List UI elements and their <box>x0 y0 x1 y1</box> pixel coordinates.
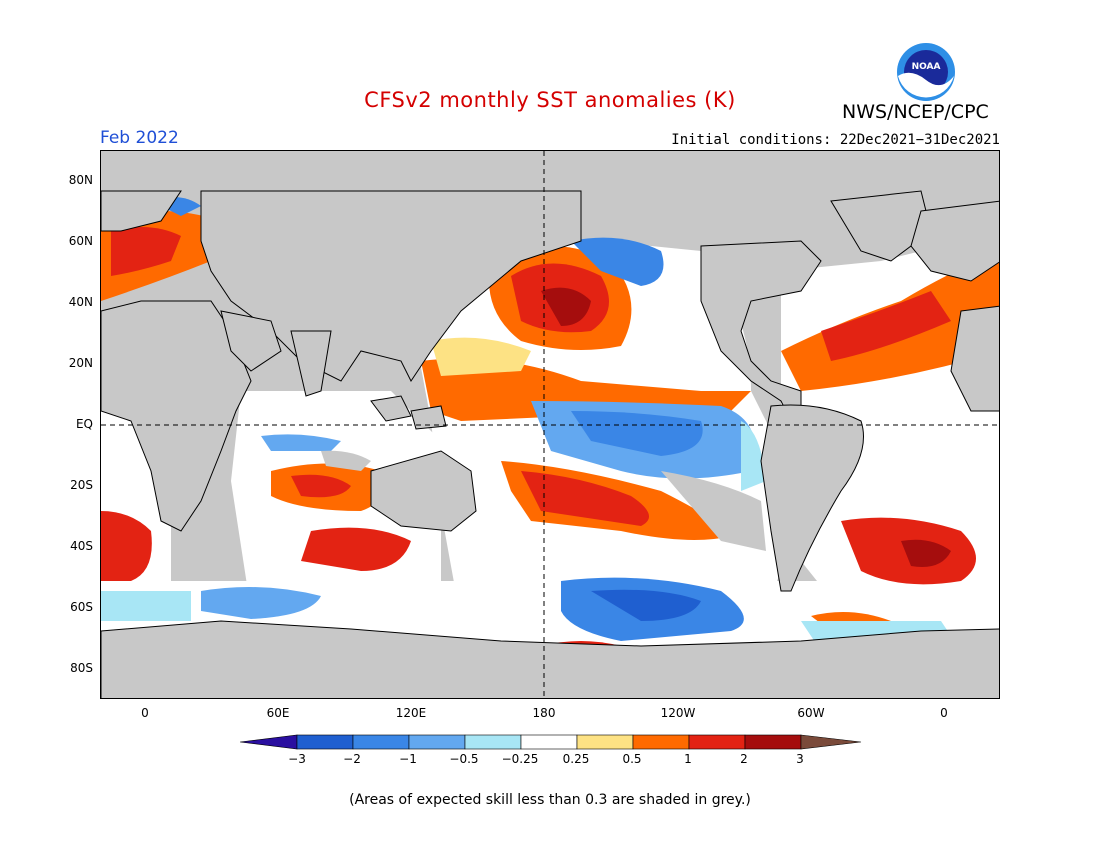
lon-label-120e: 120E <box>395 706 427 720</box>
colorbar-segment <box>520 734 578 750</box>
lat-label-eq: EQ <box>75 417 93 431</box>
colorbar-segment <box>688 734 746 750</box>
lon-label-0: 0 <box>141 706 149 720</box>
colorbar-arrow-high <box>800 734 862 750</box>
lon-label-0-east: 0 <box>940 706 948 720</box>
colorbar-tick: 0.25 <box>562 752 590 766</box>
forecast-month: Feb 2022 <box>100 128 179 148</box>
lat-label-20s: 20S <box>70 478 93 492</box>
colorbar-segment <box>744 734 802 750</box>
colorbar-segment <box>352 734 410 750</box>
colorbar-tick: 1 <box>684 752 692 766</box>
colorbar-tick: 0.5 <box>622 752 642 766</box>
colorbar-segment <box>576 734 634 750</box>
lat-label-60n: 60N <box>68 234 93 248</box>
lat-label-80s: 80S <box>70 661 93 675</box>
lon-label-120w: 120W <box>660 706 696 720</box>
colorbar-segment <box>464 734 522 750</box>
colorbar-tick: 2 <box>740 752 748 766</box>
skill-footnote: (Areas of expected skill less than 0.3 a… <box>349 792 751 808</box>
colorbar-segment <box>296 734 354 750</box>
noaa-logo-text: NOAA <box>912 62 941 72</box>
colorbar-arrow-low <box>240 734 298 750</box>
map-canvas <box>101 151 999 698</box>
lat-label-80n: 80N <box>68 173 93 187</box>
colorbar-tick: −2 <box>343 752 361 766</box>
initial-conditions: Initial conditions: 22Dec2021−31Dec2021 <box>671 132 1000 148</box>
page-title: CFSv2 monthly SST anomalies (K) <box>364 88 736 112</box>
lon-label-60w: 60W <box>797 706 825 720</box>
colorbar-tick: −0.25 <box>501 752 539 766</box>
colorbar-tick: −0.5 <box>449 752 479 766</box>
colorbar-tick: −1 <box>399 752 417 766</box>
sst-anomaly-map <box>100 150 1000 699</box>
noaa-logo: NOAA <box>896 42 956 102</box>
colorbar-segment <box>408 734 466 750</box>
colorbar-tick: −3 <box>288 752 306 766</box>
colorbar-tick: 3 <box>796 752 804 766</box>
colorbar-segment <box>632 734 690 750</box>
lon-label-60e: 60E <box>266 706 290 720</box>
organization-label: NWS/NCEP/CPC <box>842 101 989 123</box>
lon-label-180: 180 <box>532 706 556 720</box>
colorbar <box>240 734 862 750</box>
lat-label-40s: 40S <box>70 539 93 553</box>
lat-label-40n: 40N <box>68 295 93 309</box>
lat-label-20n: 20N <box>68 356 93 370</box>
lat-label-60s: 60S <box>70 600 93 614</box>
